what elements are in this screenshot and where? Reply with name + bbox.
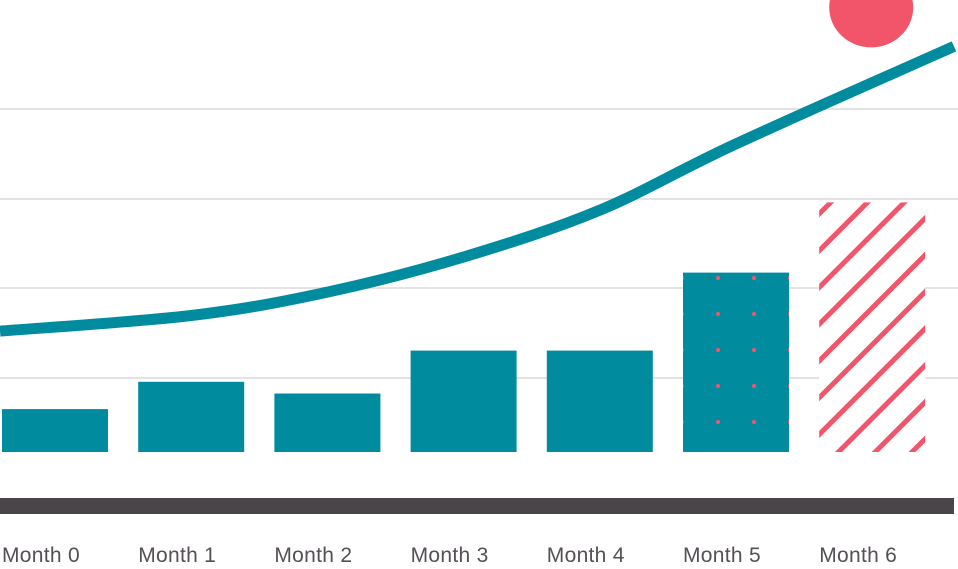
bar-month-1 <box>138 381 245 452</box>
bar-month-4 <box>546 350 653 452</box>
tick-label-month-2: Month 2 <box>274 544 352 567</box>
tick-label-month-0: Month 0 <box>2 544 80 567</box>
tick-label-month-5: Month 5 <box>683 544 761 567</box>
trend-line-group <box>0 41 957 337</box>
bar-month-6 <box>819 202 926 452</box>
tick-label-month-4: Month 4 <box>547 544 625 567</box>
trend-line <box>0 41 957 337</box>
bar-month-3 <box>410 350 517 452</box>
highlight-marker-group <box>829 0 914 48</box>
bar-month-0 <box>2 409 108 452</box>
highlight-marker <box>829 0 914 48</box>
tick-label-month-3: Month 3 <box>411 544 489 567</box>
tick-label-month-1: Month 1 <box>138 544 216 567</box>
grid-lines <box>0 108 958 379</box>
bars <box>2 202 926 452</box>
x-axis-baseline <box>0 498 954 514</box>
bar-month-2 <box>274 393 381 452</box>
x-axis-tick-labels: Month 0 Month 1 Month 2 Month 3 Month 4 Month… <box>2 544 897 567</box>
bar-month-5 <box>683 272 789 452</box>
tick-label-month-6: Month 6 <box>819 544 897 567</box>
